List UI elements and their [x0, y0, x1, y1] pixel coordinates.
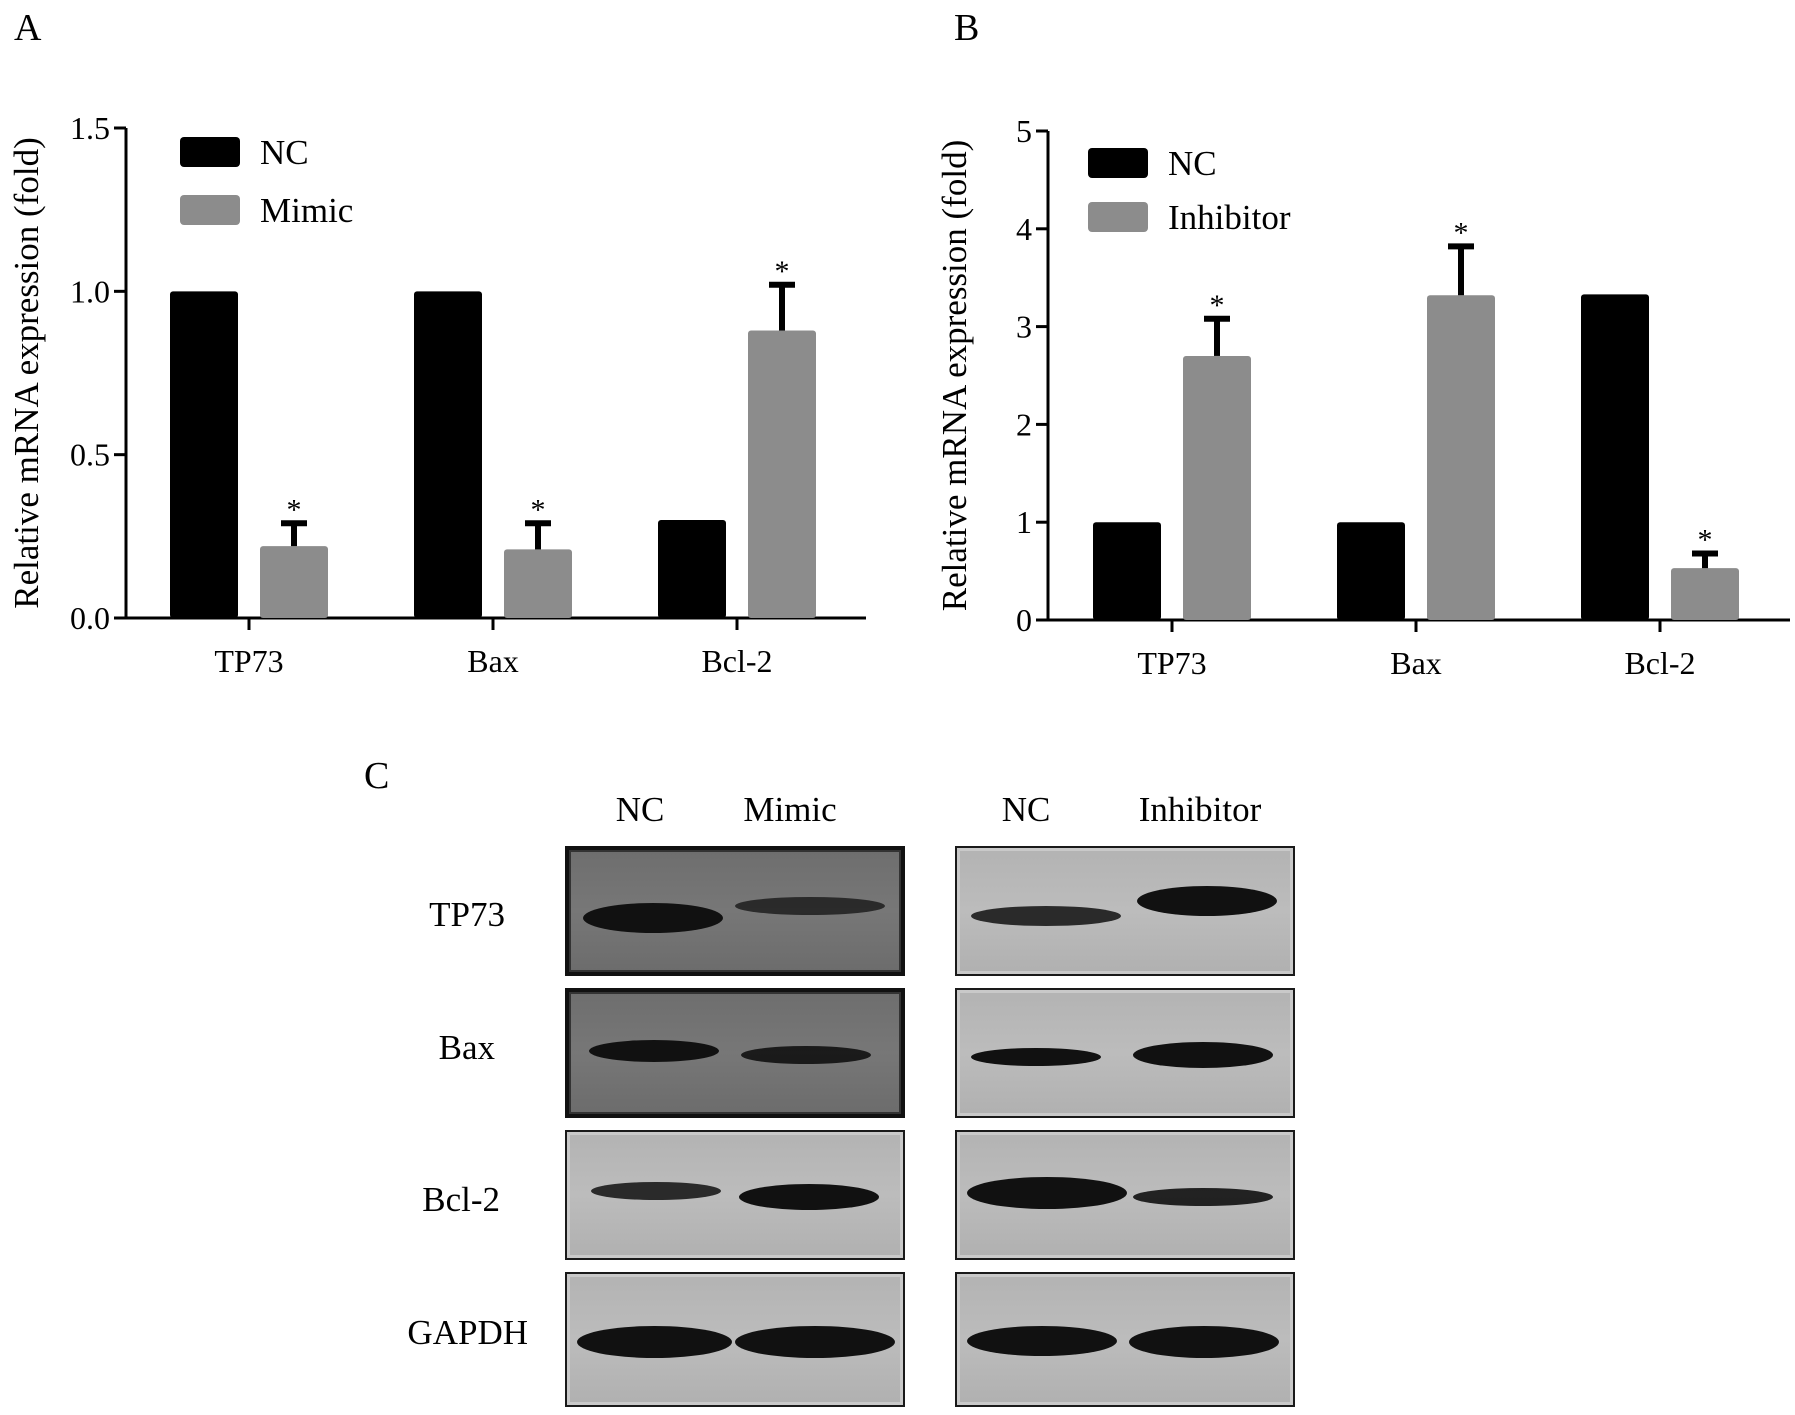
- bar: [414, 291, 482, 618]
- blot-right-bax: [955, 988, 1295, 1118]
- panel-a-letter: A: [14, 7, 42, 49]
- x-tick-label: Bax: [467, 643, 519, 679]
- y-axis-label: Relative mRNA expression (fold): [7, 137, 46, 608]
- y-tick-label: 0.0: [70, 600, 110, 636]
- legend-label: NC: [1168, 144, 1217, 183]
- band: [1129, 1326, 1279, 1358]
- x-tick-label: Bax: [1390, 645, 1442, 681]
- y-tick-label: 5: [1016, 113, 1032, 149]
- band: [589, 1040, 719, 1062]
- y-tick-label: 2: [1016, 406, 1032, 442]
- bar: [1337, 522, 1405, 620]
- band: [1137, 886, 1277, 916]
- bar: [1093, 522, 1161, 620]
- blot-right-bcl2: [955, 1130, 1295, 1260]
- legend-swatch: [180, 137, 240, 167]
- band: [1133, 1042, 1273, 1068]
- panel-c-letter: C: [364, 755, 390, 797]
- blot-left-gapdh: [565, 1272, 905, 1407]
- legend-label: Inhibitor: [1168, 198, 1291, 237]
- chart-panel-b: 0 1 2 3 4 5 Relative mRNA expression (fold) TP7…: [938, 113, 1790, 681]
- band: [967, 1177, 1127, 1209]
- lane-label-right-inhibitor: Inhibitor: [1138, 790, 1262, 829]
- band: [967, 1326, 1117, 1356]
- x-tick-label: TP73: [214, 643, 283, 679]
- band: [971, 906, 1121, 926]
- y-tick-label: 3: [1016, 309, 1032, 345]
- band: [577, 1326, 732, 1358]
- chart-panel-a: 0.0 0.5 1.0 1.5 Relative mRNA expression (fo…: [7, 110, 866, 679]
- y-axis-label: Relative mRNA expression (fold): [938, 140, 974, 611]
- band: [591, 1182, 721, 1200]
- band: [971, 1048, 1101, 1066]
- blot-row-label-gapdh: GAPDH: [407, 1313, 528, 1352]
- bar: [658, 520, 726, 618]
- bar: [748, 330, 816, 618]
- blot-row-label-tp73: TP73: [429, 895, 505, 934]
- band: [735, 1326, 895, 1358]
- bar: [504, 549, 572, 618]
- significance-marker: *: [1210, 289, 1225, 322]
- significance-marker: *: [775, 255, 790, 288]
- bar: [1427, 295, 1495, 620]
- blot-row-label-bcl2: Bcl-2: [422, 1180, 500, 1219]
- bar: [1671, 568, 1739, 620]
- y-tick-label: 0: [1016, 602, 1032, 638]
- bar: [1581, 294, 1649, 620]
- lane-label-left-nc: NC: [615, 790, 665, 829]
- band: [583, 903, 723, 933]
- blot-left-bax: [565, 988, 905, 1118]
- blot-right-gapdh: [955, 1272, 1295, 1407]
- bar: [170, 291, 238, 618]
- band: [739, 1184, 879, 1210]
- legend-swatch: [1088, 148, 1148, 178]
- legend-swatch: [180, 195, 240, 225]
- legend-label: Mimic: [260, 191, 353, 230]
- bar: [260, 546, 328, 618]
- y-tick-label: 4: [1016, 211, 1032, 247]
- legend-label: NC: [260, 133, 309, 172]
- panel-b-letter: B: [954, 7, 980, 49]
- significance-marker: *: [1698, 523, 1713, 556]
- blot-right-tp73: [955, 846, 1295, 976]
- x-tick-label: TP73: [1137, 645, 1206, 681]
- y-tick-label: 1: [1016, 504, 1032, 540]
- band: [735, 897, 885, 915]
- y-tick-label: 1.0: [70, 273, 110, 309]
- y-tick-label: 0.5: [70, 437, 110, 473]
- x-tick-label: Bcl-2: [701, 643, 772, 679]
- band: [741, 1046, 871, 1064]
- significance-marker: *: [287, 493, 302, 526]
- lane-label-left-mimic: Mimic: [743, 790, 837, 829]
- blot-row-label-bax: Bax: [438, 1028, 495, 1067]
- bar: [1183, 355, 1251, 620]
- legend-swatch: [1088, 202, 1148, 232]
- y-tick-label: 1.5: [70, 110, 110, 146]
- lane-label-right-nc: NC: [1001, 790, 1051, 829]
- blot-left-bcl2: [565, 1130, 905, 1260]
- blot-left-tp73: [565, 846, 905, 976]
- band: [1133, 1188, 1273, 1206]
- x-tick-label: Bcl-2: [1624, 645, 1695, 681]
- significance-marker: *: [531, 493, 546, 526]
- significance-marker: *: [1454, 216, 1469, 249]
